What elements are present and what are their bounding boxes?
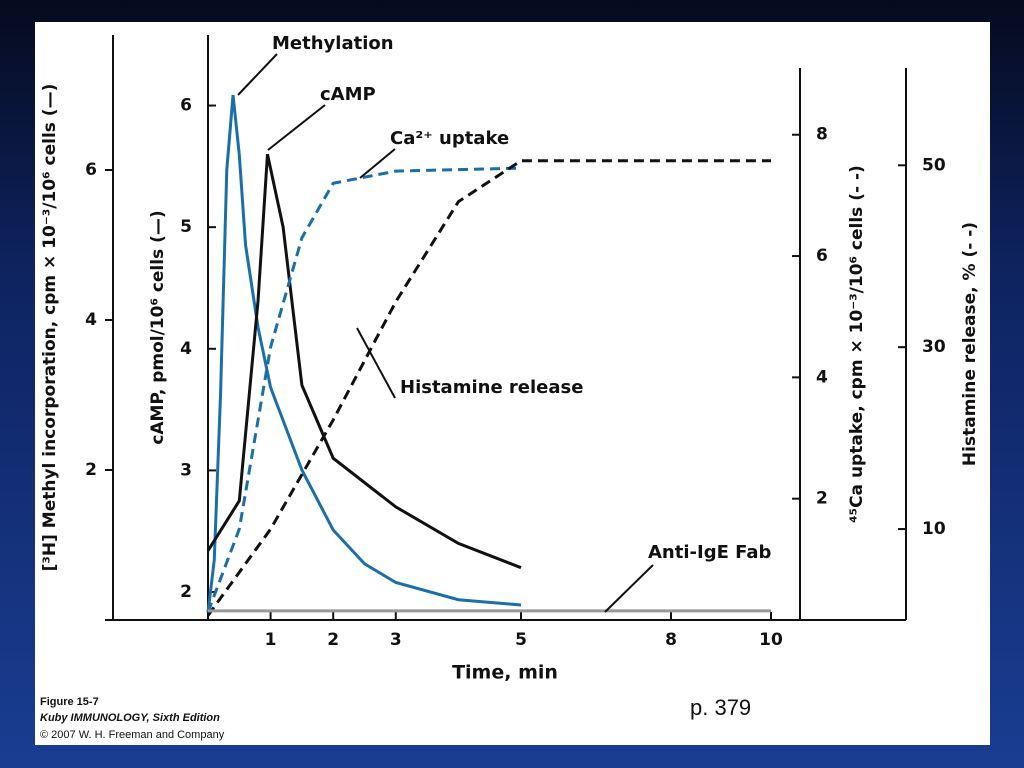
y-axis-label: Histamine release, % (- -)	[960, 222, 980, 466]
copyright: © 2007 W. H. Freeman and Company	[40, 729, 225, 741]
leader-line	[267, 104, 326, 151]
page-number: p. 379	[690, 695, 751, 720]
series-label: Ca²⁺ uptake	[390, 128, 509, 149]
leader-line	[356, 327, 396, 399]
series-label: Histamine release	[400, 377, 583, 398]
y-tick-label: 30	[922, 337, 946, 357]
y-tick-label: 6	[85, 160, 97, 180]
y-tick-label: 2	[180, 582, 192, 602]
x-tick-label: 8	[665, 630, 677, 650]
y-tick-label: 50	[922, 155, 946, 175]
y-tick-label: 3	[180, 460, 192, 480]
series-line	[206, 166, 522, 613]
x-tick-label: 10	[759, 630, 783, 650]
series-label: Methylation	[272, 33, 394, 54]
series-label: Anti-IgE Fab	[648, 542, 772, 563]
leader-line	[604, 564, 654, 613]
y-axis-label: cAMP, pmol/10⁶ cells (—)	[148, 210, 168, 444]
y-axis-label: [³H] Methyl incorporation, cpm × 10⁻³/10…	[40, 84, 60, 572]
figure-panel	[35, 22, 990, 745]
leader-line	[359, 148, 396, 179]
y-tick-label: 2	[85, 460, 97, 480]
x-axis-label: Time, min	[452, 662, 558, 684]
y-tick-label: 4	[180, 339, 192, 359]
y-tick-label: 4	[85, 310, 97, 330]
series-label: cAMP	[320, 84, 376, 105]
figure-number: Figure 15-7	[40, 696, 99, 708]
x-tick-label: 1	[265, 630, 277, 650]
y-tick-label: 10	[922, 519, 946, 539]
y-tick-label: 6	[816, 246, 828, 266]
y-tick-label: 5	[180, 217, 192, 237]
source: Kuby IMMUNOLOGY, Sixth Edition	[40, 712, 220, 724]
y-tick-label: 4	[816, 367, 828, 387]
series-line	[206, 153, 522, 570]
x-tick-label: 3	[390, 630, 402, 650]
x-tick-label: 5	[515, 630, 527, 650]
y-axis-label: ⁴⁵Ca uptake, cpm × 10⁻³/10⁶ cells (- -)	[847, 165, 867, 523]
series-line	[206, 94, 522, 613]
leader-line	[237, 53, 278, 96]
x-tick-label: 2	[327, 630, 339, 650]
y-tick-label: 6	[180, 96, 192, 116]
y-tick-label: 8	[816, 125, 828, 145]
y-tick-label: 2	[816, 489, 828, 509]
